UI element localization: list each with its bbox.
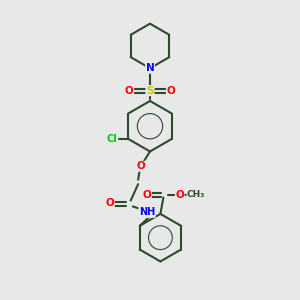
Text: O: O [106, 199, 114, 208]
Text: CH₃: CH₃ [187, 190, 205, 199]
Text: S: S [146, 85, 154, 96]
Text: N: N [146, 63, 154, 73]
Text: O: O [143, 190, 152, 200]
Text: NH: NH [139, 207, 155, 218]
Text: O: O [175, 190, 184, 200]
Text: O: O [167, 85, 175, 96]
Text: O: O [125, 85, 134, 96]
Text: O: O [137, 161, 146, 171]
Text: Cl: Cl [106, 134, 117, 144]
